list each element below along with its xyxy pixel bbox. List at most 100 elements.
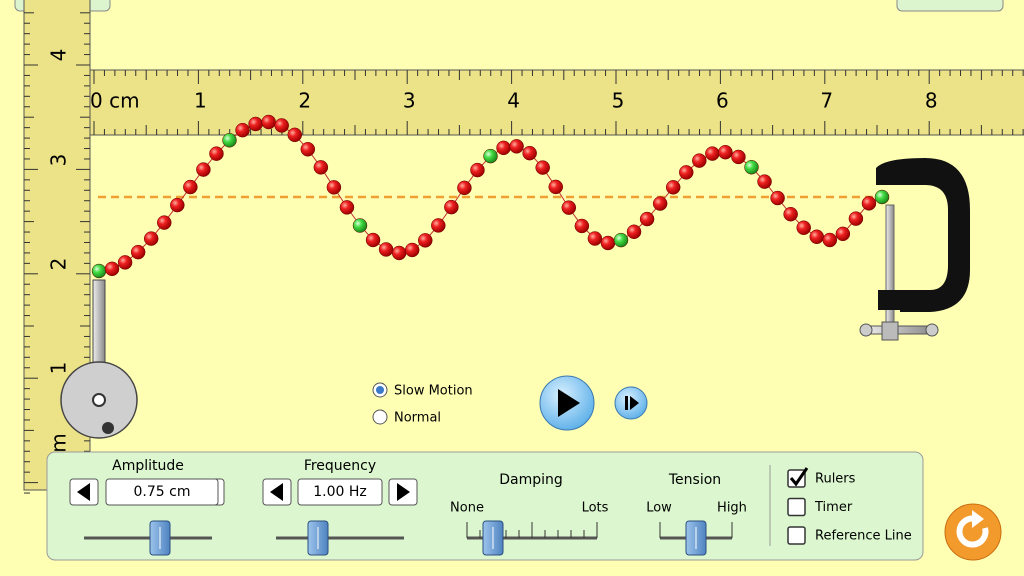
bead xyxy=(496,140,511,156)
clamp-frame xyxy=(876,158,970,312)
handle-hub xyxy=(881,321,899,341)
bead xyxy=(300,142,316,157)
bead-green xyxy=(91,263,107,279)
bead xyxy=(861,196,877,211)
bead xyxy=(157,215,172,230)
bead xyxy=(692,153,707,168)
handle-knob xyxy=(859,323,873,337)
bead-green xyxy=(483,148,498,164)
vertical-ruler[interactable]: 4 3 2 1 m xyxy=(23,0,91,494)
ruler-label: 8 xyxy=(925,89,938,113)
step-icon xyxy=(625,396,628,410)
bead xyxy=(548,179,563,195)
bead-green xyxy=(222,133,237,148)
bead xyxy=(509,139,524,154)
bead-green xyxy=(874,189,890,205)
checkbox[interactable] xyxy=(787,526,806,545)
value-text: 1.00 Hz xyxy=(313,484,367,500)
ruler-label: 4 xyxy=(47,49,71,62)
wheel-axle xyxy=(92,393,106,407)
bead xyxy=(378,242,394,257)
checkmark xyxy=(789,467,809,487)
bead xyxy=(274,118,289,133)
tension-max: High xyxy=(717,501,747,516)
frequency-title: Frequency xyxy=(304,458,376,474)
checkbox[interactable] xyxy=(787,469,806,488)
bead xyxy=(535,160,550,175)
radio-dot xyxy=(376,386,384,394)
bead xyxy=(170,197,185,213)
arrow-icon xyxy=(270,483,283,501)
radio-label: Slow Motion xyxy=(394,384,473,399)
bead xyxy=(248,116,263,132)
bead xyxy=(665,180,681,195)
bead-green xyxy=(744,159,759,175)
radio-normal[interactable] xyxy=(372,409,388,425)
bead xyxy=(418,233,433,248)
bead xyxy=(770,190,785,206)
clamp xyxy=(859,158,970,341)
ruler-label: 7 xyxy=(820,89,833,113)
ruler-label: 2 xyxy=(47,258,71,271)
bead xyxy=(600,235,616,251)
bead xyxy=(796,220,811,235)
wheel-pin xyxy=(102,422,114,434)
bead xyxy=(104,261,120,277)
bead xyxy=(652,196,668,211)
bead xyxy=(431,218,446,233)
bead xyxy=(404,242,420,258)
clamp-jaw xyxy=(878,290,902,310)
bead xyxy=(731,149,746,165)
bead xyxy=(705,146,720,161)
bead xyxy=(757,174,772,189)
bead xyxy=(183,179,198,195)
bead xyxy=(196,162,211,177)
checkbox[interactable] xyxy=(787,497,806,517)
bead xyxy=(574,218,590,234)
checkbox-label: Reference Line xyxy=(815,529,912,544)
ruler-label: 0 cm xyxy=(90,89,140,113)
reset-button[interactable] xyxy=(944,503,1002,561)
oscillator-rod xyxy=(92,279,106,371)
bead xyxy=(143,231,159,246)
bead xyxy=(626,224,642,240)
play-icon xyxy=(558,389,580,417)
tension-title: Tension xyxy=(668,472,721,488)
ruler-label: 4 xyxy=(507,89,520,113)
ruler-body xyxy=(89,69,1024,136)
horizontal-ruler[interactable]: 0 cm 1 2 3 4 5 6 7 8 xyxy=(89,69,1024,136)
bead xyxy=(326,180,342,195)
ruler-label: 1 xyxy=(194,89,207,113)
ruler-label: 1 xyxy=(47,362,71,375)
bead xyxy=(235,122,250,138)
value-box xyxy=(297,478,383,506)
tension-min: Low xyxy=(646,501,672,516)
radio-label: Normal xyxy=(394,411,441,426)
ruler-label: 3 xyxy=(47,154,71,167)
bead xyxy=(639,211,655,227)
clamp-handle xyxy=(863,325,935,335)
bead xyxy=(313,160,329,175)
bead xyxy=(339,200,355,215)
bead xyxy=(130,244,146,260)
damping-max: Lots xyxy=(582,501,609,516)
string[interactable] xyxy=(91,114,890,279)
top-button[interactable] xyxy=(896,0,1004,12)
bead xyxy=(835,226,851,242)
bead xyxy=(261,114,276,130)
checkbox-label: Timer xyxy=(814,500,853,515)
ruler-label: 5 xyxy=(612,89,625,113)
damping-min: None xyxy=(450,501,484,516)
value-text: 0.75 cm xyxy=(134,484,191,500)
reset-icon xyxy=(956,515,989,548)
bead xyxy=(848,211,864,226)
bead xyxy=(457,180,472,196)
bead xyxy=(287,127,302,143)
bead-green xyxy=(613,232,629,248)
damping-title: Damping xyxy=(499,472,563,488)
bead xyxy=(809,229,824,245)
ruler-label: m xyxy=(47,433,71,452)
bead xyxy=(117,255,133,270)
ruler-label: 3 xyxy=(403,89,416,113)
